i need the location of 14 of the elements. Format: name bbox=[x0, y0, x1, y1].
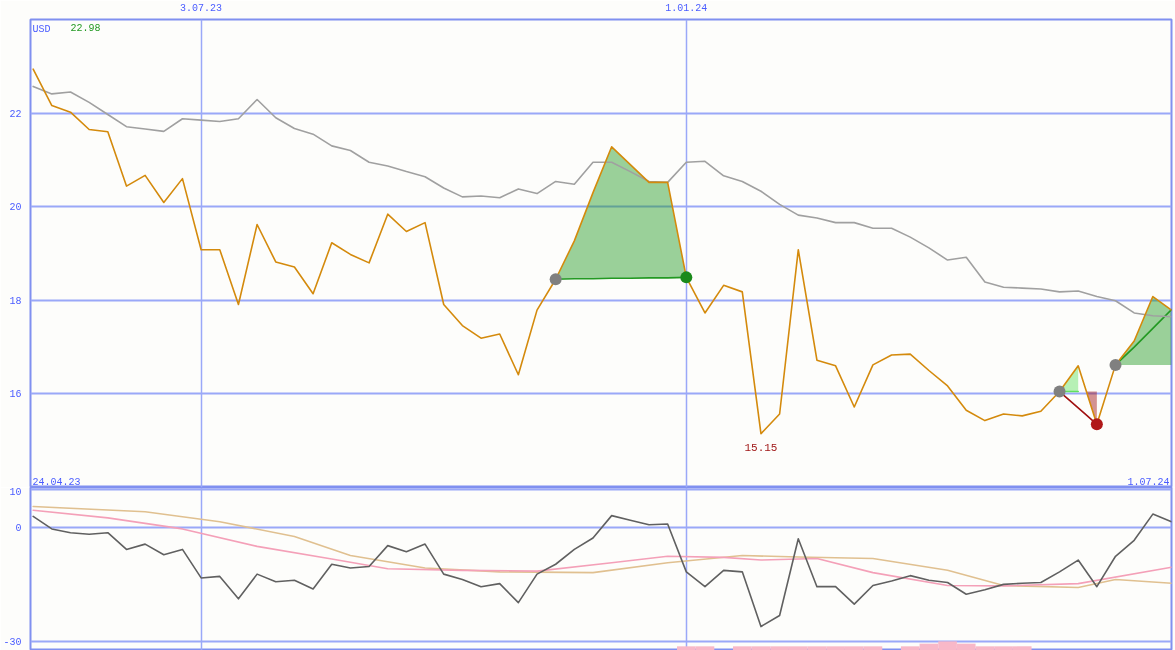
annotation: 15.15 bbox=[744, 441, 778, 454]
y-tick-label: 0 bbox=[15, 522, 22, 534]
annotation: 1.07.24 bbox=[1127, 476, 1170, 488]
y-tick-label: 10 bbox=[9, 486, 22, 498]
x-tick-label: 3.07.23 bbox=[180, 2, 223, 14]
x-tick-label: 1.01.24 bbox=[665, 2, 708, 14]
y-tick-label: -30 bbox=[3, 636, 22, 648]
y-tick-label: 18 bbox=[9, 295, 22, 307]
y-tick-label: 16 bbox=[9, 389, 22, 401]
y-tick-label: 20 bbox=[9, 202, 22, 214]
annotation: 22.98 bbox=[70, 22, 101, 34]
y-tick-label: 22 bbox=[9, 108, 22, 120]
annotation: 24.04.23 bbox=[32, 476, 81, 488]
annotation: USD bbox=[32, 23, 51, 35]
